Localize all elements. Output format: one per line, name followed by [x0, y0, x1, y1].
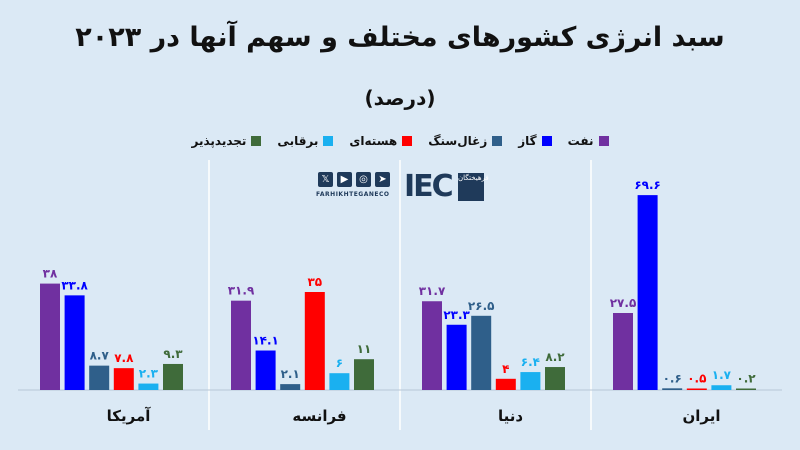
bar — [231, 300, 251, 390]
legend-item: تجدیدپذیر — [191, 134, 262, 148]
bar — [422, 301, 442, 390]
legend-swatch — [402, 136, 413, 146]
legend-swatch — [541, 136, 552, 146]
chart-title: سبد انرژی کشورهای مختلف و سهم آنها در ۲۰… — [75, 22, 725, 53]
data-label: ۲۶.۵ — [468, 299, 495, 313]
data-label: ۰.۶ — [663, 371, 682, 385]
data-label: ۳۸ — [43, 267, 58, 281]
data-label: ۰.۲ — [736, 372, 756, 386]
bar — [495, 378, 516, 390]
data-label: ۶ — [336, 356, 343, 370]
legend-label: زغال‌سنگ — [428, 134, 488, 148]
legend-label: گاز — [518, 134, 537, 148]
data-label: ۲۷.۵ — [610, 296, 637, 310]
legend-label: تجدیدپذیر — [191, 134, 247, 148]
bar — [686, 388, 707, 390]
data-label: ۲.۳ — [139, 367, 159, 381]
bar — [354, 359, 374, 390]
bar — [662, 388, 683, 390]
bar — [304, 292, 325, 390]
youtube-icon: ▶ — [337, 172, 352, 187]
legend-item: نفت — [568, 134, 609, 148]
x-icon: 𝕏 — [318, 172, 333, 187]
bar — [329, 373, 350, 390]
data-label: ۳۳.۸ — [61, 278, 88, 292]
data-label: ۷.۸ — [114, 351, 134, 365]
legend-label: هسته‌ای — [349, 134, 398, 148]
bar — [471, 315, 492, 390]
category-label: دنیا — [498, 407, 523, 425]
bar — [736, 388, 756, 390]
chart-legend: نفت گاز زغال‌سنگ هسته‌ای برقابی تجدیدپذیر — [0, 134, 800, 148]
bar — [89, 365, 110, 390]
data-label: ۹.۳ — [163, 347, 183, 361]
bar — [64, 295, 85, 390]
legend-item: هسته‌ای — [349, 134, 413, 148]
legend-swatch — [251, 136, 262, 146]
chart-subtitle: (درصد) — [364, 86, 436, 110]
bar — [138, 383, 159, 390]
bar — [280, 384, 301, 390]
bar — [711, 385, 732, 390]
data-label: ۳۱.۷ — [419, 284, 446, 298]
social-icons: 𝕏 ▶ ◎ ➤ — [318, 172, 390, 187]
data-label: ۰.۵ — [687, 372, 706, 386]
logo-tag: فرهیختگان — [458, 173, 489, 201]
legend-item: برقابی — [277, 134, 334, 148]
bar — [446, 324, 467, 390]
bar — [40, 283, 60, 390]
data-label: ۱.۷ — [712, 368, 732, 382]
category-label: آمریکا — [107, 407, 152, 425]
logo-site: FARHIKHTEGANECO — [316, 191, 390, 198]
data-label: ۳۵ — [307, 275, 322, 289]
legend-item: گاز — [518, 134, 552, 148]
data-label: ۸.۷ — [90, 349, 110, 363]
logo-brand: IEC — [404, 169, 454, 204]
bar — [637, 195, 658, 390]
legend-item: زغال‌سنگ — [428, 134, 503, 148]
data-label: ۳۱.۹ — [228, 284, 255, 298]
data-label: ۸.۲ — [545, 350, 565, 364]
bar — [163, 363, 183, 390]
data-label: ۱۴.۱ — [252, 334, 279, 348]
bar — [545, 367, 565, 390]
data-label: ۲۳.۳ — [443, 308, 470, 322]
data-label: ۴ — [502, 362, 509, 376]
legend-swatch — [598, 136, 609, 146]
legend-swatch — [492, 136, 503, 146]
data-label: ۲.۱ — [281, 367, 300, 381]
bar — [520, 372, 541, 390]
legend-label: نفت — [567, 134, 594, 148]
category-label: ایران — [682, 407, 720, 425]
legend-label: برقابی — [277, 134, 319, 148]
data-label: ۶.۴ — [521, 355, 540, 369]
telegram-icon: ➤ — [375, 172, 390, 187]
category-label: فرانسه — [292, 407, 346, 425]
data-label: ۱۱ — [357, 342, 372, 356]
bar — [113, 368, 134, 390]
legend-swatch — [323, 136, 334, 146]
instagram-icon: ◎ — [356, 172, 371, 187]
bar — [613, 313, 633, 390]
data-label: ۶۹.۶ — [634, 178, 661, 192]
bar — [255, 350, 276, 390]
